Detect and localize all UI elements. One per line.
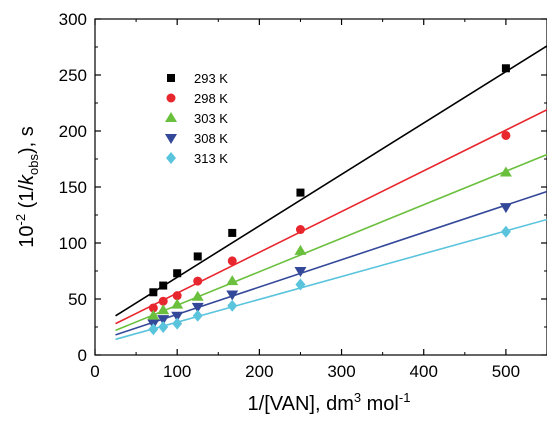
data-point-303-k [226,275,239,286]
x-axis-title-sup-2: -1 [399,390,411,405]
fit-line-293-k [115,45,547,317]
y-axis-title-prefix: 10 [16,225,38,247]
y-axis-title: 10-2 (1/kobs), s [13,126,41,247]
data-point-308-k [294,267,307,277]
data-point-293-k [296,188,305,197]
x-tick-label: 400 [410,362,438,381]
legend-marker-293-k [167,74,175,82]
data-point-308-k [226,290,239,301]
data-point-313-k [295,278,306,291]
data-point-313-k [158,321,169,333]
data-point-293-k [149,288,158,297]
x-axis-title-middle: mol [361,393,399,415]
y-axis-title-middle: (1/ [16,185,38,214]
y-tick-label: 300 [59,10,87,29]
x-axis-title-sup-1: 3 [354,390,361,405]
data-point-298-k [158,296,168,306]
y-axis-title-sup: -2 [13,214,28,226]
data-point-308-k [157,315,170,326]
fit-line-303-k [115,153,547,332]
y-tick-label: 0 [78,346,87,365]
data-point-298-k [148,303,158,313]
data-point-313-k [148,323,159,336]
legend-marker-298-k [166,93,176,103]
fit-line-298-k [115,109,547,325]
data-point-308-k [191,302,204,313]
fit-line-308-k [115,190,547,336]
data-point-298-k [295,225,305,235]
x-tick-label: 500 [492,362,520,381]
tick-labels: 0 100 200 300 400 500 0 50 100 150 200 250 300 [59,10,520,381]
data-point-293-k [501,64,510,73]
legend: 293 K 298 K 303 K 308 K 313 K [165,71,228,166]
y-tick-label: 50 [68,290,87,309]
markers [147,64,512,336]
data-point-303-k [499,166,512,177]
data-point-293-k [173,269,182,278]
legend-label-303-k: 303 K [194,111,228,126]
y-axis-title-k: k [16,174,38,185]
y-axis-title-suffix: ), s [16,126,38,154]
data-point-293-k [228,228,237,237]
data-point-298-k [227,256,237,266]
fit-line-313-k [115,218,547,341]
x-tick-label: 200 [245,362,273,381]
y-tick-label: 100 [59,234,87,253]
data-point-303-k [171,298,184,309]
legend-label-298-k: 298 K [194,91,228,106]
x-tick-label: 100 [163,362,191,381]
legend-marker-313-k [166,152,176,164]
data-point-308-k [499,203,512,214]
legend-label-313-k: 313 K [194,151,228,166]
data-point-313-k [500,225,511,238]
axis-ticks [94,18,547,356]
y-tick-label: 150 [59,178,87,197]
x-axis-title: 1/[VAN], dm3 mol-1 [248,390,411,415]
data-point-313-k [172,317,183,330]
data-point-313-k [227,299,238,312]
x-tick-label: 300 [327,362,355,381]
legend-label-293-k: 293 K [194,71,228,86]
data-point-298-k [172,291,182,301]
data-point-298-k [193,276,203,286]
legend-marker-308-k [165,134,177,144]
fit-lines [115,45,547,341]
legend-label-308-k: 308 K [194,131,228,146]
data-point-303-k [191,290,204,301]
x-tick-label: 0 [90,362,99,381]
legend-marker-303-k [165,112,177,122]
y-axis-title-sub: obs [26,154,41,175]
data-point-293-k [193,252,202,261]
y-tick-label: 200 [59,122,87,141]
y-tick-label: 250 [59,66,87,85]
data-point-298-k [501,130,511,140]
data-point-308-k [171,311,184,322]
data-point-303-k [294,244,307,255]
data-point-303-k [157,304,170,315]
data-point-313-k [192,309,203,322]
data-point-293-k [159,281,168,290]
x-axis-title-prefix: 1/[VAN], dm [248,393,354,415]
data-point-303-k [147,309,160,320]
